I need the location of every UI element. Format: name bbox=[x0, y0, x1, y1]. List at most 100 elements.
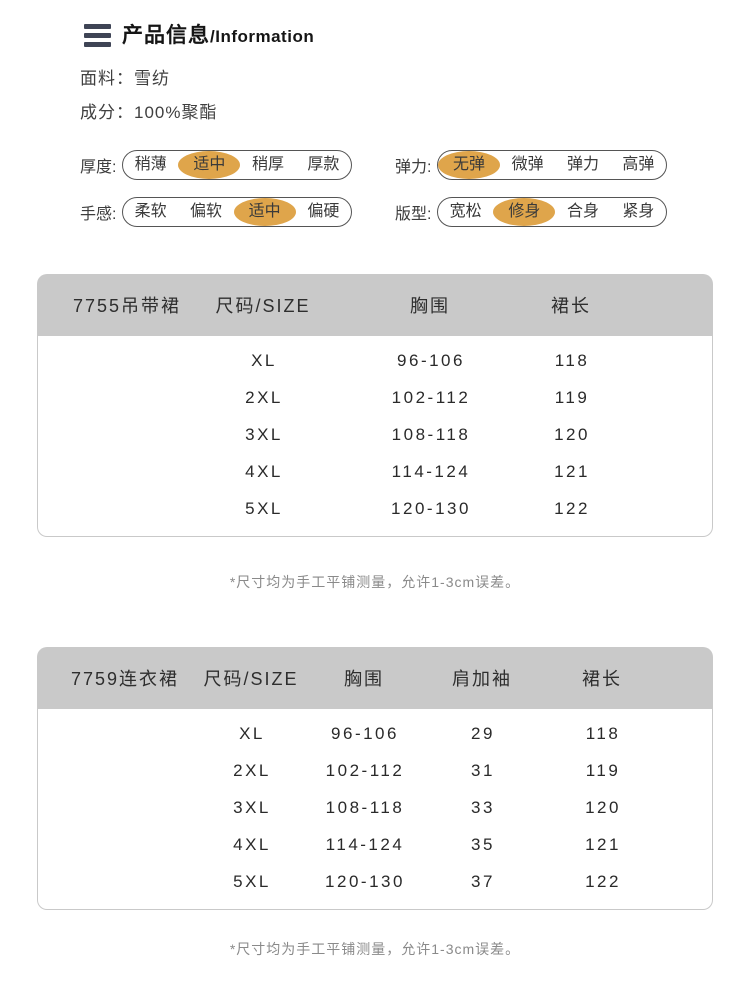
table-cell: 118 bbox=[554, 350, 590, 370]
spec-label: 成分： bbox=[80, 103, 134, 122]
attribute-option: 紧身 bbox=[611, 200, 666, 224]
column-header: 尺码/SIZE bbox=[203, 669, 299, 689]
column-header: 裙长 bbox=[551, 296, 591, 316]
table-cell: 108-118 bbox=[325, 797, 405, 817]
attribute-option: 偏硬 bbox=[296, 200, 351, 224]
attribute-option-label: 厚款 bbox=[307, 156, 340, 173]
table-row: 3XL 108-118 33 120 bbox=[38, 789, 712, 826]
table-cell: 5XL bbox=[245, 498, 283, 518]
attribute-option: 宽松 bbox=[438, 200, 493, 224]
table-cell: 118 bbox=[585, 723, 621, 743]
table-cell: 96-106 bbox=[397, 350, 465, 370]
column-header: 肩加袖 bbox=[452, 669, 512, 689]
spec-line-composition: 成分：100%聚酯 bbox=[80, 100, 750, 126]
table-cell-empty bbox=[38, 863, 214, 900]
table-cell: 122 bbox=[554, 498, 590, 518]
table-cell-empty bbox=[38, 379, 218, 416]
table-cell: XL bbox=[251, 350, 277, 370]
table-cell: 96-106 bbox=[331, 723, 399, 743]
attribute-pill: 宽松 修身 合身 紧身 bbox=[437, 197, 667, 227]
attribute-option-label: 合身 bbox=[567, 203, 600, 220]
table-cell: 122 bbox=[585, 871, 621, 891]
hamburger-bar bbox=[84, 41, 111, 47]
attribute-option-label: 柔软 bbox=[134, 203, 167, 220]
attribute-option: 微弹 bbox=[500, 153, 555, 177]
attribute-pill: 柔软 偏软 适中 偏硬 bbox=[122, 197, 352, 227]
table-cell: 108-118 bbox=[391, 424, 471, 444]
attribute-label: 厚度: bbox=[80, 159, 117, 176]
size-table: 7755吊带裙 尺码/SIZE 胸围 裙长 XL 96-106 118 2XL 102-112 1… bbox=[37, 274, 713, 537]
page-title-en: /Information bbox=[210, 26, 315, 46]
attribute-label: 版型: bbox=[395, 206, 432, 223]
attribute-option-label: 偏硬 bbox=[307, 203, 340, 220]
attribute-option-selected: 适中 bbox=[233, 198, 296, 226]
attribute-option: 稍厚 bbox=[240, 153, 295, 177]
attribute-row: 版型: 宽松 修身 合身 紧身 bbox=[395, 197, 667, 227]
hamburger-bar bbox=[84, 23, 111, 29]
attribute-option: 合身 bbox=[555, 200, 610, 224]
table-cell-empty bbox=[38, 453, 218, 490]
attribute-pill: 稍薄 适中 稍厚 厚款 bbox=[122, 150, 352, 180]
attribute-option: 适中 bbox=[233, 198, 296, 226]
table-row: 2XL 102-112 119 bbox=[38, 379, 712, 416]
table-cell-empty bbox=[38, 715, 214, 752]
column-header: 尺码/SIZE bbox=[215, 296, 311, 316]
table-cell: 37 bbox=[471, 871, 495, 891]
table-body: XL 96-106 29 118 2XL 102-112 31 119 3XL 108-118 33… bbox=[37, 709, 713, 910]
hamburger-bar bbox=[84, 32, 111, 38]
table-cell: 5XL bbox=[233, 871, 271, 891]
table-row: 2XL 102-112 31 119 bbox=[38, 752, 712, 789]
table-cell-empty bbox=[38, 416, 218, 453]
table-row: 5XL 120-130 37 122 bbox=[38, 863, 712, 900]
attribute-option: 适中 bbox=[178, 151, 241, 179]
attribute-option: 高弹 bbox=[611, 153, 666, 177]
size-table: 7759连衣裙 尺码/SIZE 胸围 肩加袖 裙长 XL 96-106 29 118 2XL 102… bbox=[37, 647, 713, 910]
attribute-option-label: 稍厚 bbox=[252, 156, 285, 173]
page-title-cjk: 产品信息 bbox=[122, 23, 210, 47]
table-cell-empty bbox=[38, 789, 214, 826]
attribute-pill: 无弹 微弹 弹力 高弹 bbox=[437, 150, 667, 180]
attribute-option-label: 稍薄 bbox=[134, 156, 167, 173]
table-cell: 120-130 bbox=[325, 871, 405, 891]
table-header-row: 7759连衣裙 尺码/SIZE 胸围 肩加袖 裙长 bbox=[37, 647, 713, 709]
spec-line-fabric: 面料：雪纺 bbox=[80, 66, 750, 92]
table-cell: 4XL bbox=[245, 461, 283, 481]
column-header: 裙长 bbox=[582, 669, 622, 689]
table-cell: 2XL bbox=[233, 760, 271, 780]
product-name: 7755吊带裙 bbox=[72, 296, 182, 316]
table-cell: 102-112 bbox=[325, 760, 405, 780]
table-cell: 119 bbox=[585, 760, 621, 780]
hamburger-icon bbox=[84, 23, 111, 47]
fabric-specs: 面料：雪纺 成分：100%聚酯 bbox=[80, 66, 750, 126]
table-body: XL 96-106 118 2XL 102-112 119 3XL 108-118 120 4XL… bbox=[37, 336, 713, 537]
table-cell-empty bbox=[38, 342, 218, 379]
attribute-row: 厚度: 稍薄 适中 稍厚 厚款 bbox=[80, 150, 352, 180]
table-cell-empty bbox=[38, 826, 214, 863]
table-row: 3XL 108-118 120 bbox=[38, 416, 712, 453]
column-header: 胸围 bbox=[344, 669, 384, 689]
table-cell: 102-112 bbox=[391, 387, 471, 407]
table-row: 5XL 120-130 122 bbox=[38, 490, 712, 527]
section-header: 产品信息/Information bbox=[84, 20, 750, 50]
table-row: 4XL 114-124 35 121 bbox=[38, 826, 712, 863]
table-row: XL 96-106 29 118 bbox=[38, 715, 712, 752]
measurement-note: *尺寸均为手工平铺测量，允许1-3cm误差。 bbox=[229, 941, 521, 957]
column-header: 胸围 bbox=[410, 296, 450, 316]
attribute-label: 弹力: bbox=[395, 159, 432, 176]
table-cell: 3XL bbox=[245, 424, 283, 444]
attribute-option: 稍薄 bbox=[123, 153, 178, 177]
attribute-option-label: 微弹 bbox=[511, 156, 544, 173]
spec-value: 100%聚酯 bbox=[134, 103, 218, 122]
spec-label: 面料： bbox=[80, 69, 134, 88]
table-cell: 2XL bbox=[245, 387, 283, 407]
measurement-note: *尺寸均为手工平铺测量，允许1-3cm误差。 bbox=[229, 574, 521, 590]
attribute-row: 手感: 柔软 偏软 适中 偏硬 bbox=[80, 197, 352, 227]
spec-value: 雪纺 bbox=[134, 69, 170, 88]
attribute-option-label: 高弹 bbox=[622, 156, 655, 173]
attribute-option-selected: 无弹 bbox=[438, 151, 501, 179]
attribute-option: 无弹 bbox=[438, 151, 501, 179]
attribute-label: 手感: bbox=[80, 206, 117, 223]
table-row: XL 96-106 118 bbox=[38, 342, 712, 379]
table-cell: 120 bbox=[554, 424, 590, 444]
attribute-option-label: 紧身 bbox=[622, 203, 655, 220]
